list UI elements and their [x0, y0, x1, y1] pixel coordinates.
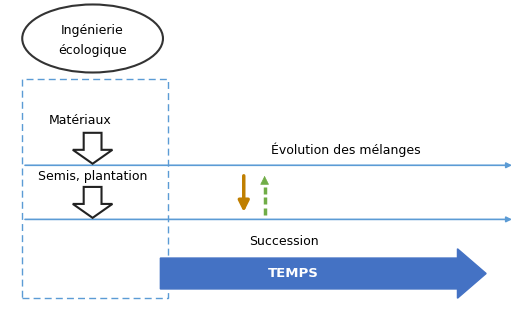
- Text: Matériaux: Matériaux: [48, 114, 111, 127]
- Text: Ingénierie: Ingénierie: [61, 24, 124, 37]
- Text: Évolution des mélanges: Évolution des mélanges: [270, 143, 420, 157]
- Polygon shape: [73, 133, 113, 164]
- Text: Semis, plantation: Semis, plantation: [38, 170, 147, 183]
- FancyArrow shape: [160, 249, 486, 298]
- Text: TEMPS: TEMPS: [268, 267, 319, 280]
- Ellipse shape: [22, 4, 163, 72]
- Text: écologique: écologique: [58, 44, 127, 57]
- Polygon shape: [73, 187, 113, 218]
- Text: Succession: Succession: [249, 235, 319, 247]
